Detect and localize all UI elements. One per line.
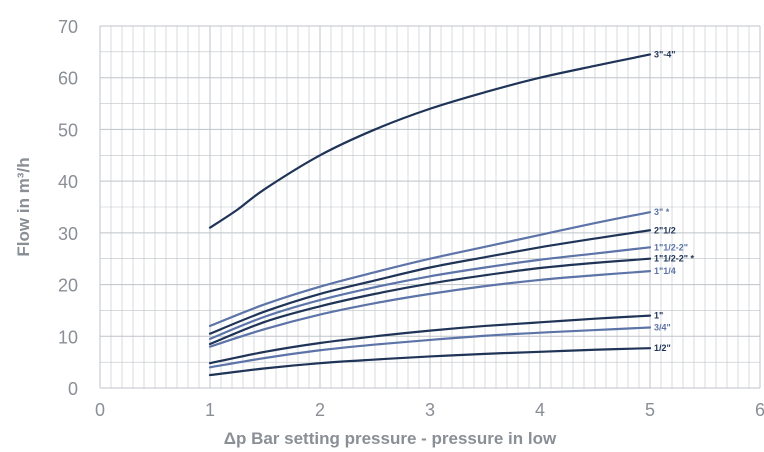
series-label: 3"-4" (654, 49, 676, 59)
x-tick-label: 5 (645, 400, 655, 420)
y-tick-label: 30 (58, 224, 78, 244)
series-line (208, 314, 652, 365)
x-tick-label: 2 (315, 400, 325, 420)
series-line (208, 257, 652, 346)
x-tick-label: 4 (535, 400, 545, 420)
y-tick-label: 0 (68, 379, 78, 399)
grid-layer (99, 25, 761, 389)
series-label: 1"1/4 (654, 266, 676, 276)
x-tick-label: 1 (205, 400, 215, 420)
y-tick-label: 20 (58, 276, 78, 296)
series-label: 2"1/2 (654, 225, 676, 235)
series-label-layer: 3"-4" 3" * 2"1/2 1"1/2-2" 1"1/2-2" * 1"1/4 1"3… (654, 49, 695, 353)
series-label: 3/4" (654, 322, 671, 332)
x-axis-title: Δp Bar setting pressure - pressure in lo… (224, 429, 557, 448)
y-tick-label: 70 (58, 17, 78, 37)
series-label: 1/2" (654, 343, 671, 353)
series-line (208, 246, 652, 340)
series-label: 3" * (654, 207, 670, 217)
y-tick-label: 40 (58, 172, 78, 192)
y-tick-label: 60 (58, 69, 78, 89)
series-line (208, 326, 652, 369)
series-line (208, 211, 652, 328)
series-line (208, 53, 652, 229)
x-tick-label: 3 (425, 400, 435, 420)
y-axis-title: Flow in m³/h (14, 157, 33, 256)
y-tick-label: 10 (58, 327, 78, 347)
y-tick-label: 50 (58, 120, 78, 140)
x-tick-label: 6 (755, 400, 764, 420)
series-line (208, 270, 652, 348)
series-label: 1"1/2-2" (654, 242, 688, 252)
series-line (208, 347, 652, 377)
series-line (208, 229, 652, 335)
series-label: 1"1/2-2" * (654, 254, 695, 264)
series-layer (208, 53, 652, 377)
series-label: 1" (654, 311, 663, 321)
x-tick-label: 0 (95, 400, 105, 420)
